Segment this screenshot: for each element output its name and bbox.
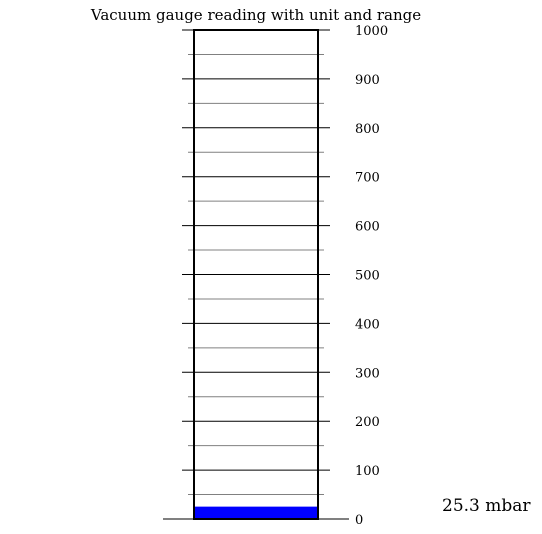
tick-label-0: 0: [355, 513, 363, 528]
tick-label-100: 100: [355, 464, 380, 479]
tick-label-600: 600: [355, 220, 380, 235]
tick-label-900: 900: [355, 73, 380, 88]
tick-label-500: 500: [355, 269, 380, 284]
gauge-frame: [193, 29, 319, 520]
tick-label-400: 400: [355, 317, 380, 332]
tick-label-300: 300: [355, 366, 380, 381]
chart-title: Vacuum gauge reading with unit and range: [90, 6, 422, 24]
tick-label-800: 800: [355, 122, 380, 137]
reading-value-label: 25.3 mbar: [442, 496, 531, 516]
tick-label-200: 200: [355, 415, 380, 430]
gauge-fill-bar: [194, 506, 318, 519]
tick-label-700: 700: [355, 171, 380, 186]
tick-label-1000: 1000: [355, 24, 388, 39]
